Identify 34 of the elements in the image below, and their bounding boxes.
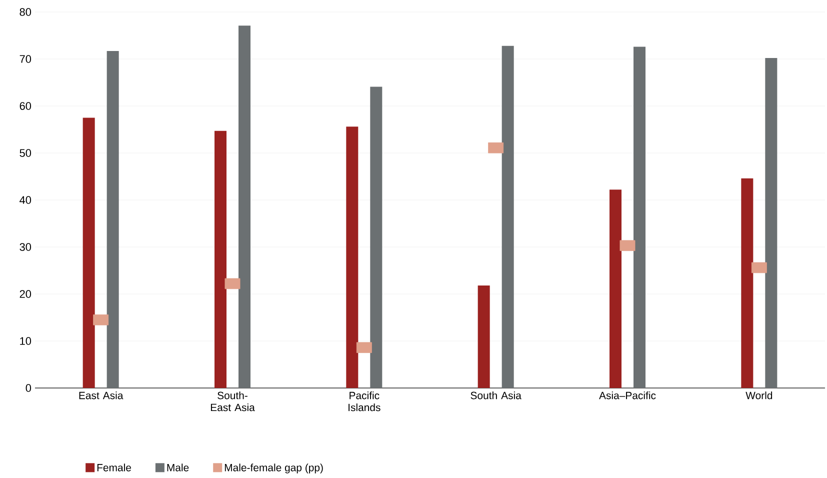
y-tick-label: 70 [20, 55, 32, 63]
x-tick-label: World [746, 392, 772, 400]
bar [610, 190, 622, 388]
y-tick-label: 20 [20, 290, 32, 298]
y-tick-label: 50 [20, 149, 32, 157]
bar [346, 126, 358, 388]
y-tick-label: 60 [20, 102, 32, 110]
x-tick-label: Asia–Pacific [599, 392, 656, 400]
bar [478, 286, 490, 388]
point [93, 314, 109, 326]
x-tick-label: South Asia [470, 392, 522, 400]
legend-label: Female [97, 464, 131, 472]
bar [765, 58, 778, 388]
y-tick-label: 0 [26, 384, 32, 392]
bar [214, 130, 226, 388]
bar [106, 51, 119, 388]
point [224, 278, 240, 290]
legend-label: Male [167, 464, 189, 472]
bar [82, 118, 95, 388]
y-tick-label: 10 [20, 337, 32, 345]
bar [741, 178, 754, 388]
x-tick-label: Pacific Islands [348, 392, 380, 412]
y-tick-label: 80 [20, 8, 32, 16]
bar [634, 46, 646, 388]
point [488, 142, 504, 154]
bar [502, 46, 514, 388]
x-tick-label: South-East Asia [210, 392, 255, 412]
x-tick-label: East Asia [79, 392, 124, 400]
legend-label: Male-female gap (pp) [224, 464, 323, 474]
y-tick-label: 40 [20, 196, 32, 204]
bar [370, 86, 382, 388]
bar [238, 26, 250, 388]
y-tick-label: 30 [20, 243, 32, 251]
point [751, 262, 767, 274]
